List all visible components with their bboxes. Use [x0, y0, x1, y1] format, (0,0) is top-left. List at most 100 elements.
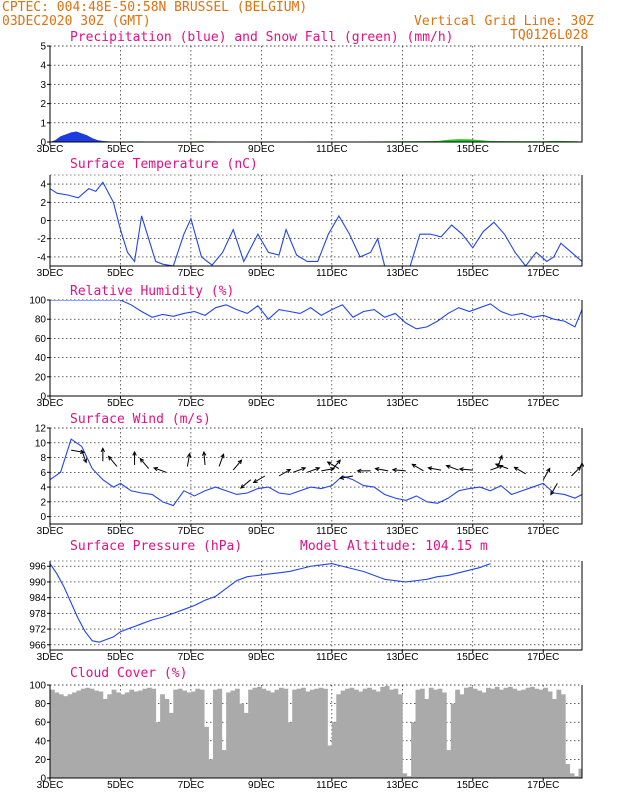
cloud-bar: [50, 689, 55, 778]
cloud-bar: [521, 689, 527, 778]
series-line: [50, 438, 582, 507]
x-tick-label: 5DEC: [107, 144, 134, 155]
cloud-bar: [177, 688, 183, 778]
x-tick-label: 9DEC: [248, 526, 275, 537]
y-tick-label: 984: [29, 593, 46, 604]
x-tick-label: 15DEC: [457, 268, 489, 279]
wind-arrow-head: [220, 453, 225, 459]
cloud-bar: [437, 688, 443, 778]
panel-3: Surface Wind (m/s) 0 2 4 6 8 10 12 3DEC 5DEC 7DEC 9…: [35, 412, 585, 537]
panel-title: Surface Temperature (nC): [70, 157, 258, 172]
x-tick-label: 11DEC: [316, 526, 348, 537]
x-tick-label: 5DEC: [107, 652, 134, 663]
wind-arrow-shaft: [278, 469, 291, 477]
cloud-bar: [160, 694, 165, 778]
cloud-bar: [424, 698, 430, 778]
panel-title: Cloud Cover (%): [70, 666, 187, 681]
y-tick-label: 20: [35, 755, 47, 766]
x-tick-label: 17DEC: [527, 526, 559, 537]
cloud-bar: [516, 690, 522, 778]
cloud-bar: [358, 691, 364, 778]
x-tick-label: 7DEC: [178, 144, 205, 155]
cloud-bar: [463, 687, 469, 778]
cloud-bar: [565, 764, 571, 778]
cloud-bar: [472, 688, 478, 778]
x-tick-label: 9DEC: [248, 652, 275, 663]
x-tick-label: 15DEC: [457, 144, 489, 155]
wind-arrow: [542, 467, 551, 480]
cloud-bar: [393, 688, 399, 778]
cloud-bar: [547, 691, 553, 778]
cloud-bar: [441, 692, 447, 778]
wind-arrow: [326, 461, 340, 470]
x-tick-label: 9DEC: [248, 398, 275, 409]
cloud-bar: [138, 690, 143, 778]
wind-arrow: [496, 454, 503, 469]
wind-arrow-head: [107, 455, 113, 461]
wind-arrow: [132, 450, 137, 465]
cloud-bar: [279, 687, 284, 778]
x-tick-label: 17DEC: [527, 268, 559, 279]
cloud-bar: [270, 692, 276, 778]
panel-title: Precipitation (blue) and Snow Fall (gree…: [70, 30, 454, 45]
cloud-bar: [494, 686, 500, 778]
cloud-bar: [190, 691, 196, 778]
cloud-bar: [248, 689, 253, 778]
x-tick-label: 11DEC: [316, 652, 348, 663]
cloud-bar: [124, 692, 130, 778]
wind-arrow-shaft: [218, 454, 225, 467]
x-tick-label: 11DEC: [316, 398, 348, 409]
y-tick-label: 80: [35, 315, 47, 326]
cloud-bar: [261, 688, 267, 778]
y-tick-label: 0: [40, 512, 46, 523]
x-tick-label: 13DEC: [386, 652, 418, 663]
cloud-bar: [274, 689, 280, 778]
y-tick-label: 990: [29, 577, 46, 588]
wind-arrow-shaft: [411, 463, 424, 472]
x-tick-label: 17DEC: [527, 780, 559, 791]
cloud-bar: [323, 688, 328, 778]
wind-arrow-head: [458, 467, 464, 472]
cloud-bar: [477, 690, 482, 778]
cloud-bar: [450, 703, 456, 778]
wind-arrow-head: [186, 452, 192, 458]
wind-arrow-head: [132, 450, 137, 456]
cloud-bar: [85, 687, 91, 778]
cloud-bar: [530, 686, 535, 778]
cloud-bar: [296, 688, 302, 778]
panel-5: Cloud Cover (%) 0 20 40 60 80 100 3DEC 5DEC 7DEC 9…: [29, 666, 583, 791]
cloud-bar: [314, 688, 320, 778]
wind-arrow-shaft: [496, 455, 503, 469]
y-tick-label: 10: [35, 438, 47, 449]
cloud-bar: [367, 687, 372, 778]
y-tick-label: 4: [40, 180, 46, 191]
x-tick-label: 17DEC: [527, 398, 559, 409]
wind-arrow-head: [100, 447, 106, 453]
cloud-bar: [89, 688, 95, 778]
wind-arrow: [107, 455, 118, 467]
wind-arrow: [186, 452, 192, 467]
panel-frame: [49, 685, 583, 779]
panel-frame: [49, 428, 583, 525]
cloud-bar: [499, 689, 505, 778]
cloud-bar: [195, 688, 201, 778]
cloud-bar: [76, 690, 82, 778]
cloud-bar: [468, 686, 474, 778]
wind-arrow-shaft: [81, 449, 87, 463]
cloud-bar: [371, 689, 377, 778]
x-tick-label: 3DEC: [37, 526, 64, 537]
x-tick-label: 3DEC: [37, 398, 64, 409]
wind-arrow: [458, 467, 473, 472]
y-tick-label: 5: [40, 42, 46, 53]
cloud-bar: [107, 694, 113, 778]
x-tick-label: 5DEC: [107, 526, 134, 537]
cloud-bar: [384, 685, 390, 778]
cloud-bar: [560, 694, 566, 778]
cloud-bar: [283, 688, 289, 778]
cloud-bar: [120, 694, 126, 778]
x-tick-label: 13DEC: [386, 780, 418, 791]
cloud-bar: [419, 688, 425, 778]
panel-title: Relative Humidity (%): [70, 284, 234, 299]
x-tick-label: 7DEC: [178, 268, 205, 279]
precip-area: [50, 131, 124, 142]
